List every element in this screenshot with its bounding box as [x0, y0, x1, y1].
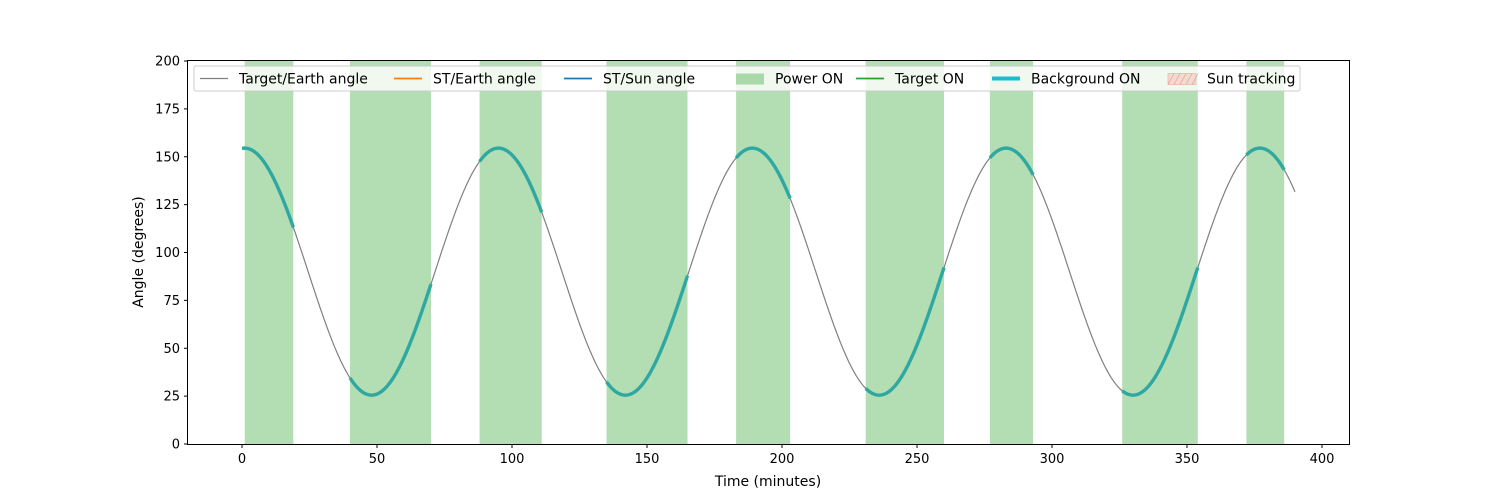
power-on-band-3 [606, 61, 688, 444]
background-on-segment-3 [605, 275, 690, 397]
legend-sun-tracking-label: Sun tracking [1207, 72, 1295, 88]
x-axis-label: Time (minutes) [714, 474, 821, 490]
y-tick-label-150: 150 [155, 150, 180, 165]
x-tick-label-0: 0 [238, 452, 246, 467]
y-axis-ticks: 0 25 50 75 100 125 150 175 200 [155, 55, 188, 453]
y-tick-label-100: 100 [155, 246, 180, 261]
legend-frame [193, 65, 1301, 92]
background-on-segment-2 [478, 146, 544, 213]
legend-st-sun-angle-label: ST/Sun angle [603, 72, 695, 88]
power-on-band-5 [865, 61, 944, 444]
x-axis-ticks: 0 50 100 150 200 250 300 350 400 [238, 444, 1335, 467]
legend-target-earth-angle-label: Target/Earth angle [238, 72, 368, 88]
legend-target-on-label: Target ON [894, 72, 964, 88]
background-on-segment-4 [734, 146, 792, 200]
background-on-segment-7 [1121, 266, 1200, 397]
x-tick-label-400: 400 [1310, 452, 1335, 467]
y-tick-label-75: 75 [163, 294, 180, 309]
x-tick-label-150: 150 [635, 452, 660, 467]
x-tick-label-200: 200 [770, 452, 795, 467]
background-on-segment-6 [988, 146, 1035, 176]
background-on-segment-5 [864, 266, 946, 397]
legend-sun-tracking-hatch-0 [1167, 73, 1175, 85]
legend-background-on-label: Background ON [1031, 72, 1140, 88]
legend-power-on-swatch [736, 73, 764, 85]
legend-sun-tracking-hatch-1 [1173, 73, 1181, 85]
y-tick-label-25: 25 [163, 390, 180, 405]
x-tick-label-300: 300 [1040, 452, 1065, 467]
y-tick-label-200: 200 [155, 55, 180, 70]
power-on-band-4 [736, 61, 791, 444]
y-tick-label-0: 0 [172, 438, 180, 453]
legend-sun-tracking-hatch-4 [1191, 73, 1199, 85]
legend-sun-tracking-hatch-2 [1179, 73, 1187, 85]
x-tick-label-250: 250 [905, 452, 930, 467]
power-on-band-2 [479, 61, 542, 444]
legend-sun-tracking-swatch [1167, 73, 1197, 85]
angle-curves [241, 146, 1296, 397]
power-on-band-6 [989, 61, 1034, 444]
power-on-band-0 [244, 61, 294, 444]
background-on-segment-1 [348, 283, 433, 397]
background-on-segment-0 [241, 146, 295, 228]
x-tick-label-350: 350 [1175, 452, 1200, 467]
y-axis-label: Angle (degrees) [131, 196, 147, 308]
legend-sun-tracking-hatch-3 [1185, 73, 1193, 85]
power-on-bands [244, 61, 1285, 444]
legend-st-earth-angle-label: ST/Earth angle [433, 72, 536, 88]
y-tick-label-50: 50 [163, 342, 180, 357]
legend-power-on-label: Power ON [775, 72, 843, 88]
power-on-band-7 [1122, 61, 1198, 444]
power-on-band-1 [350, 61, 431, 444]
legend: Target/Earth angle ST/Earth angle ST/Sun a… [193, 65, 1301, 92]
x-tick-label-50: 50 [369, 452, 386, 467]
background-on-segment-8 [1245, 146, 1286, 171]
power-on-band-8 [1246, 61, 1285, 444]
y-tick-label-175: 175 [155, 102, 180, 117]
x-tick-label-100: 100 [500, 452, 525, 467]
y-tick-label-125: 125 [155, 198, 180, 213]
